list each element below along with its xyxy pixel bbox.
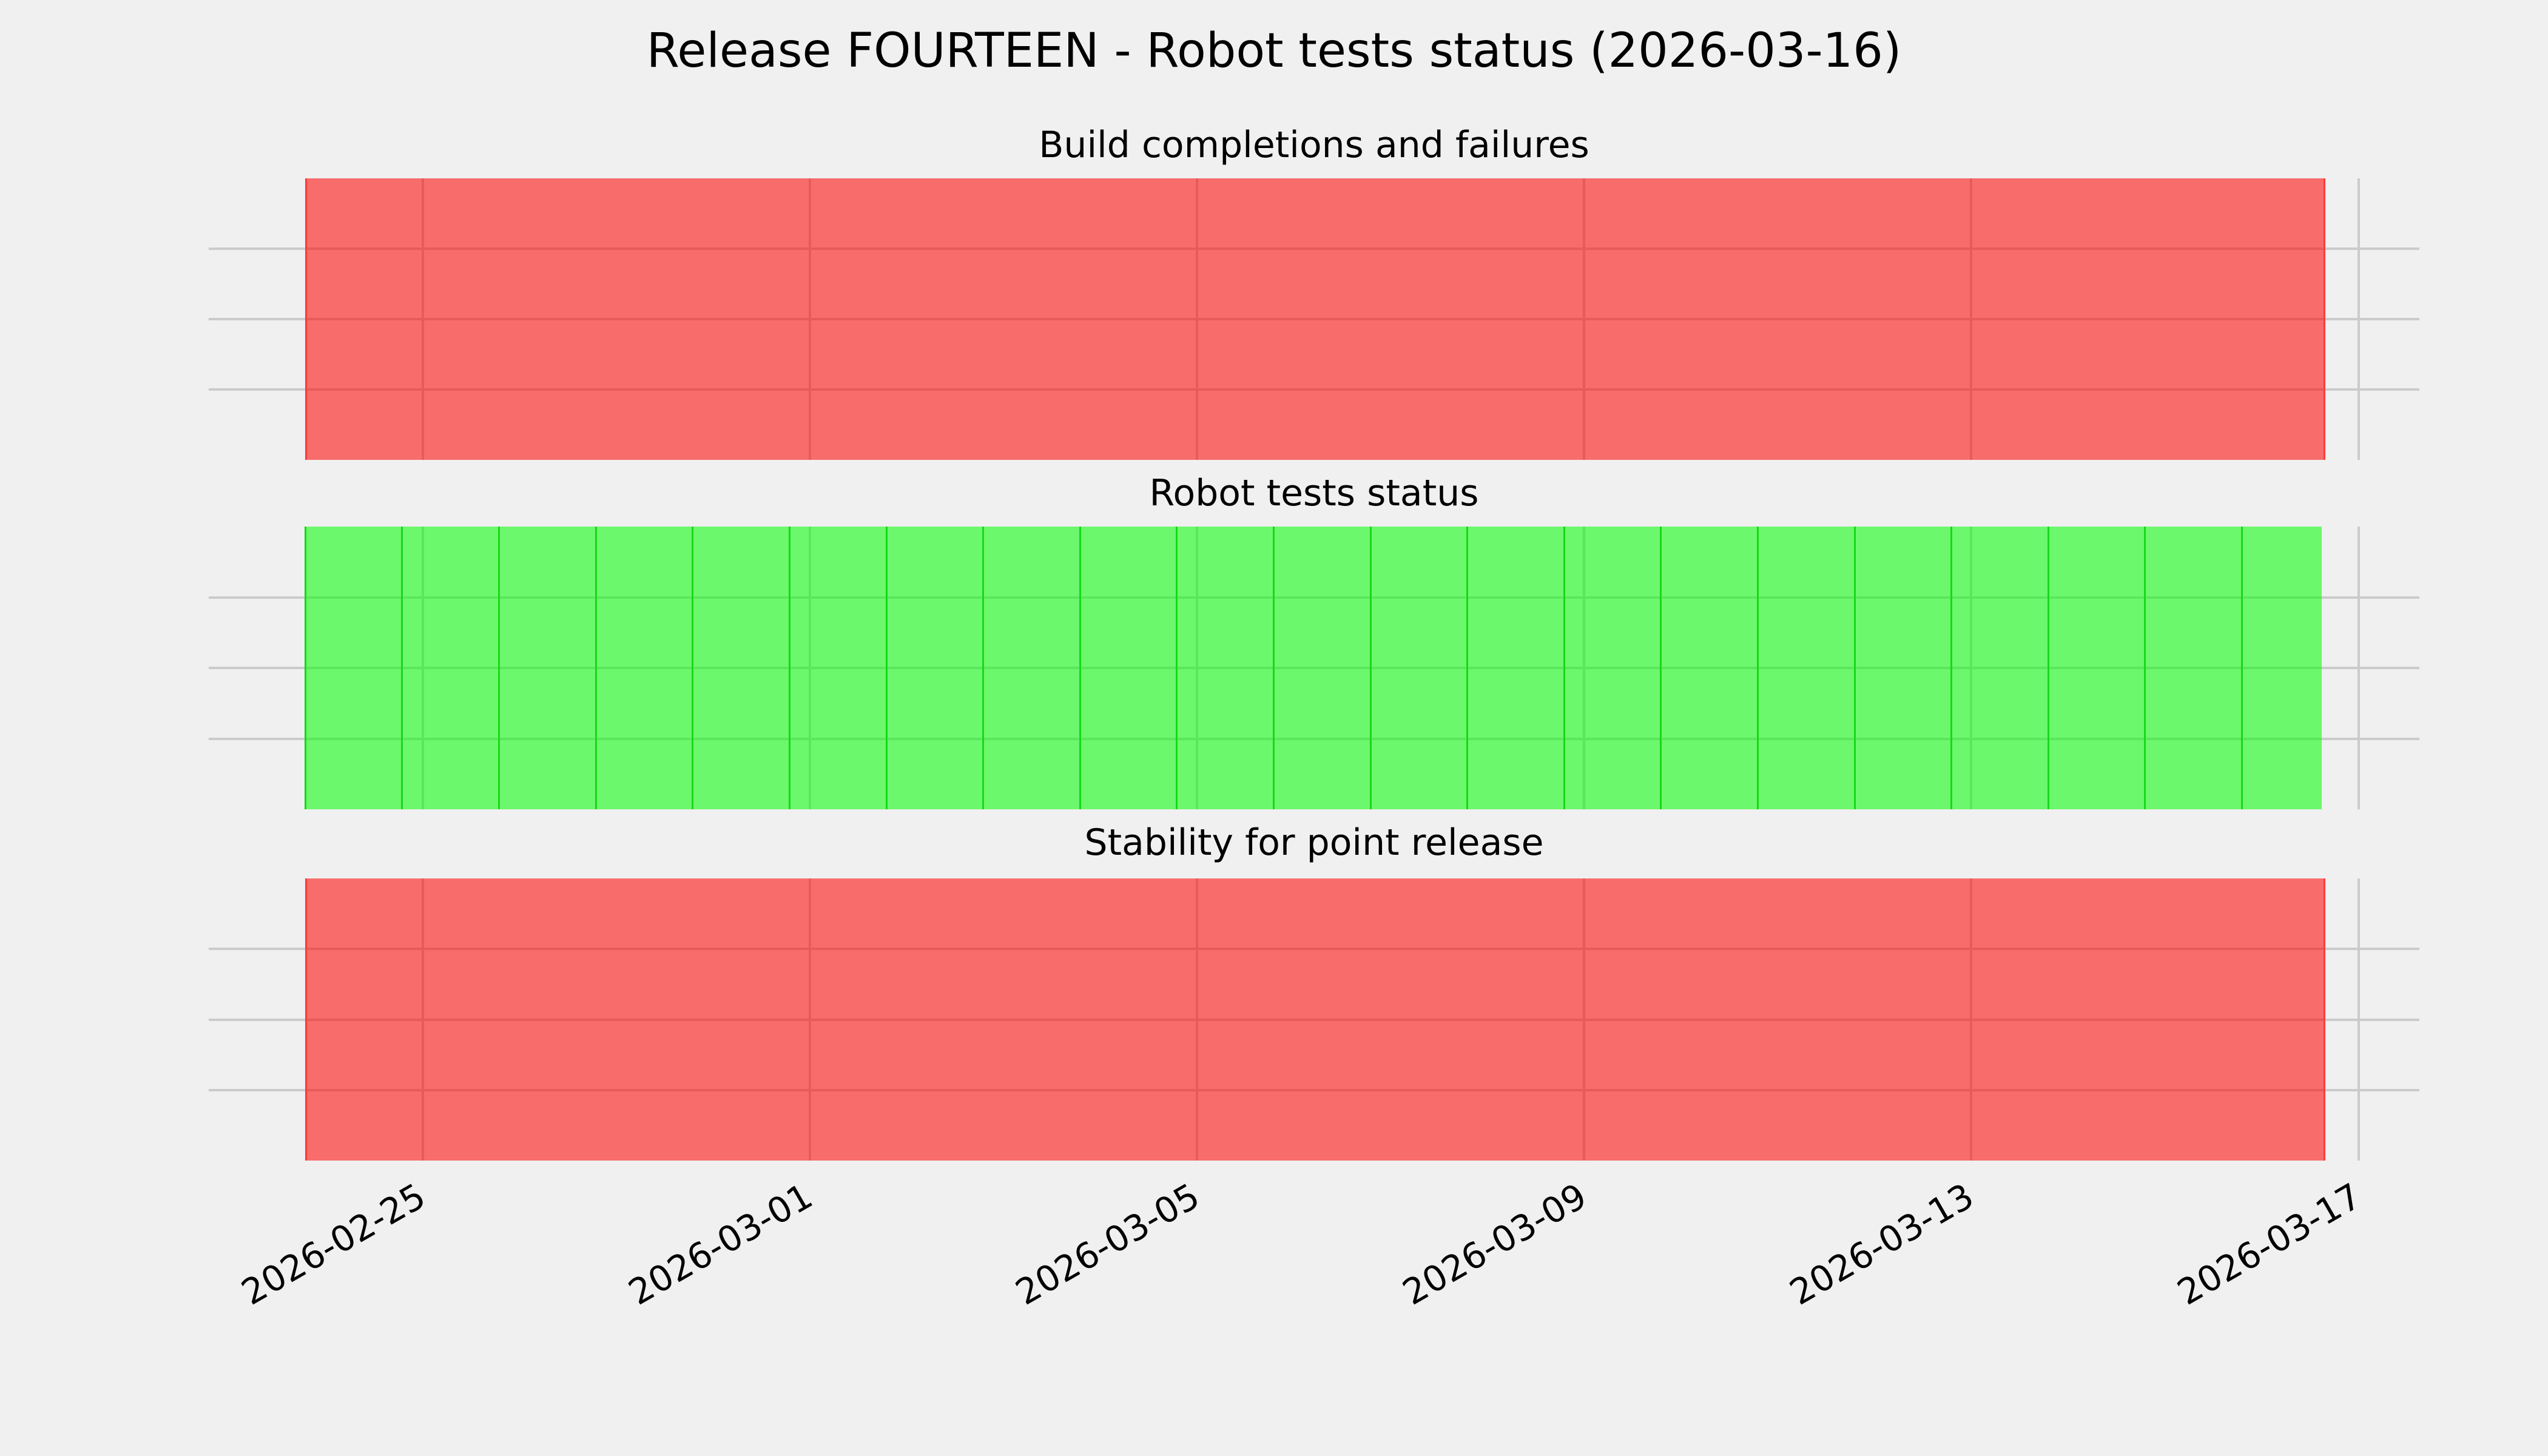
vertical-gridline [2358, 178, 2361, 460]
subplot-title-stability: Stability for point release [1084, 821, 1544, 864]
axes-robot-tests [209, 527, 2419, 809]
x-tick-label: 2026-03-09 [1395, 1175, 1594, 1313]
daily-segment-seam [982, 527, 985, 809]
figure-title: Release FOURTEEN - Robot tests status (2… [646, 24, 1902, 78]
x-tick-label: 2026-02-25 [234, 1175, 433, 1313]
daily-segment-seam [885, 527, 888, 809]
status-bar-failing [305, 178, 2325, 460]
daily-segment-seam [1272, 527, 1275, 809]
x-tick-label: 2026-03-05 [1008, 1175, 1207, 1313]
daily-segment-seam [1079, 527, 1081, 809]
daily-segment-seam [2241, 527, 2243, 809]
x-tick-label: 2026-03-01 [621, 1175, 820, 1313]
vertical-gridline [2358, 527, 2361, 809]
daily-segment-seam [1563, 527, 1565, 809]
daily-segment-seam [498, 527, 500, 809]
daily-segment-seam [1176, 527, 1178, 809]
daily-segment-seam [1466, 527, 1469, 809]
axes-stability [209, 878, 2419, 1161]
daily-segment-seam [692, 527, 694, 809]
subplot-title-build-completions: Build completions and failures [1039, 124, 1589, 166]
vertical-gridline [2358, 878, 2361, 1161]
status-bar-passing [305, 527, 2322, 809]
daily-segment-seam [788, 527, 790, 809]
daily-segment-seam [1660, 527, 1662, 809]
daily-segment-seam [595, 527, 597, 809]
daily-segment-seam [1369, 527, 1372, 809]
x-tick-label: 2026-03-17 [2170, 1175, 2368, 1313]
daily-segment-seam [401, 527, 403, 809]
status-bar-failing [305, 878, 2325, 1161]
x-tick-label: 2026-03-13 [1782, 1175, 1981, 1313]
daily-segment-seam [2144, 527, 2146, 809]
axes-build-completions [209, 178, 2419, 460]
subplot-title-robot-tests: Robot tests status [1149, 472, 1479, 514]
daily-segment-seam [304, 527, 306, 809]
daily-segment-seam [2047, 527, 2049, 809]
daily-segment-seam [1853, 527, 1856, 809]
daily-segment-seam [1756, 527, 1759, 809]
daily-segment-seam [1950, 527, 1953, 809]
